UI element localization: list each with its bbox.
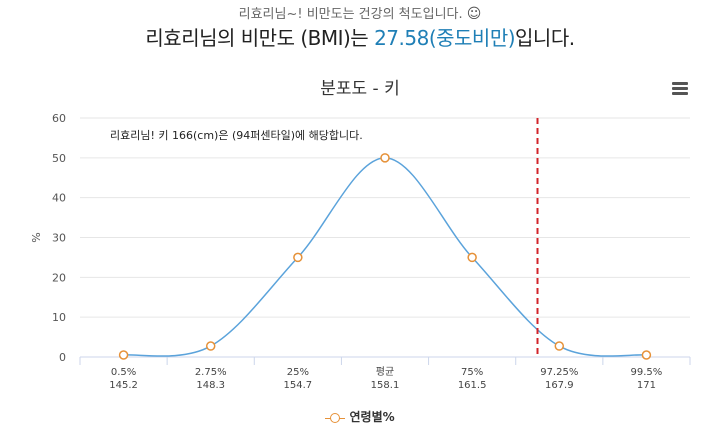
x-tick-value: 145.2: [109, 380, 138, 391]
data-point: [205, 341, 216, 351]
data-point: [641, 350, 652, 360]
headline: 리효리님의 비만도 (BMI)는 27.58(중도비만)입니다.: [0, 22, 720, 51]
data-point: [118, 350, 129, 360]
y-tick-label: 20: [52, 271, 66, 284]
data-point: [554, 341, 565, 351]
x-tick-label: 75%: [461, 367, 483, 378]
series-line: [123, 157, 647, 357]
data-point: [380, 153, 390, 163]
legend-label: 연령별%: [349, 410, 395, 424]
headline-suffix: 입니다.: [515, 26, 575, 50]
y-tick-label: 60: [52, 112, 66, 125]
bmi-value: 27.58(중도비만): [374, 26, 516, 50]
y-tick-label: 10: [52, 311, 66, 324]
data-point: [467, 252, 477, 263]
headline-prefix: 리효리님의 비만도 (BMI)는: [145, 26, 375, 50]
x-tick-value: 158.1: [371, 380, 400, 391]
y-tick-label: 50: [52, 152, 66, 165]
x-tick-label: 2.75%: [195, 367, 227, 378]
subtitle: 리효리님~! 비만도는 건강의 척도입니다. ☺: [0, 3, 720, 22]
legend-marker-icon: [325, 412, 346, 423]
x-tick-label: 25%: [287, 367, 309, 378]
x-tick-label: 97.25%: [540, 367, 578, 378]
y-tick-label: 40: [52, 192, 66, 205]
x-tick-value: 161.5: [458, 380, 487, 391]
x-tick-label: 99.5%: [631, 367, 663, 378]
x-tick-label: 평균: [376, 366, 394, 378]
x-tick-value: 148.3: [196, 380, 225, 391]
y-tick-label: 30: [52, 232, 66, 245]
x-tick-value: 171: [637, 380, 656, 391]
x-tick-value: 154.7: [284, 380, 313, 391]
y-axis-label: %: [30, 232, 43, 242]
smiley-icon: ☺: [466, 6, 482, 22]
x-tick-label: 0.5%: [111, 367, 136, 378]
chart-annotation: 리효리님! 키 166(cm)은 (94퍼센타일)에 해당합니다.: [110, 128, 363, 142]
hamburger-menu-icon[interactable]: [672, 82, 688, 95]
data-point: [293, 252, 303, 263]
legend-item[interactable]: 연령별%: [0, 408, 720, 425]
subtitle-text: 리효리님~! 비만도는 건강의 척도입니다.: [238, 7, 463, 22]
chart-title: 분포도 - 키: [320, 79, 400, 99]
x-tick-value: 167.9: [545, 380, 574, 391]
y-tick-label: 0: [59, 351, 66, 364]
